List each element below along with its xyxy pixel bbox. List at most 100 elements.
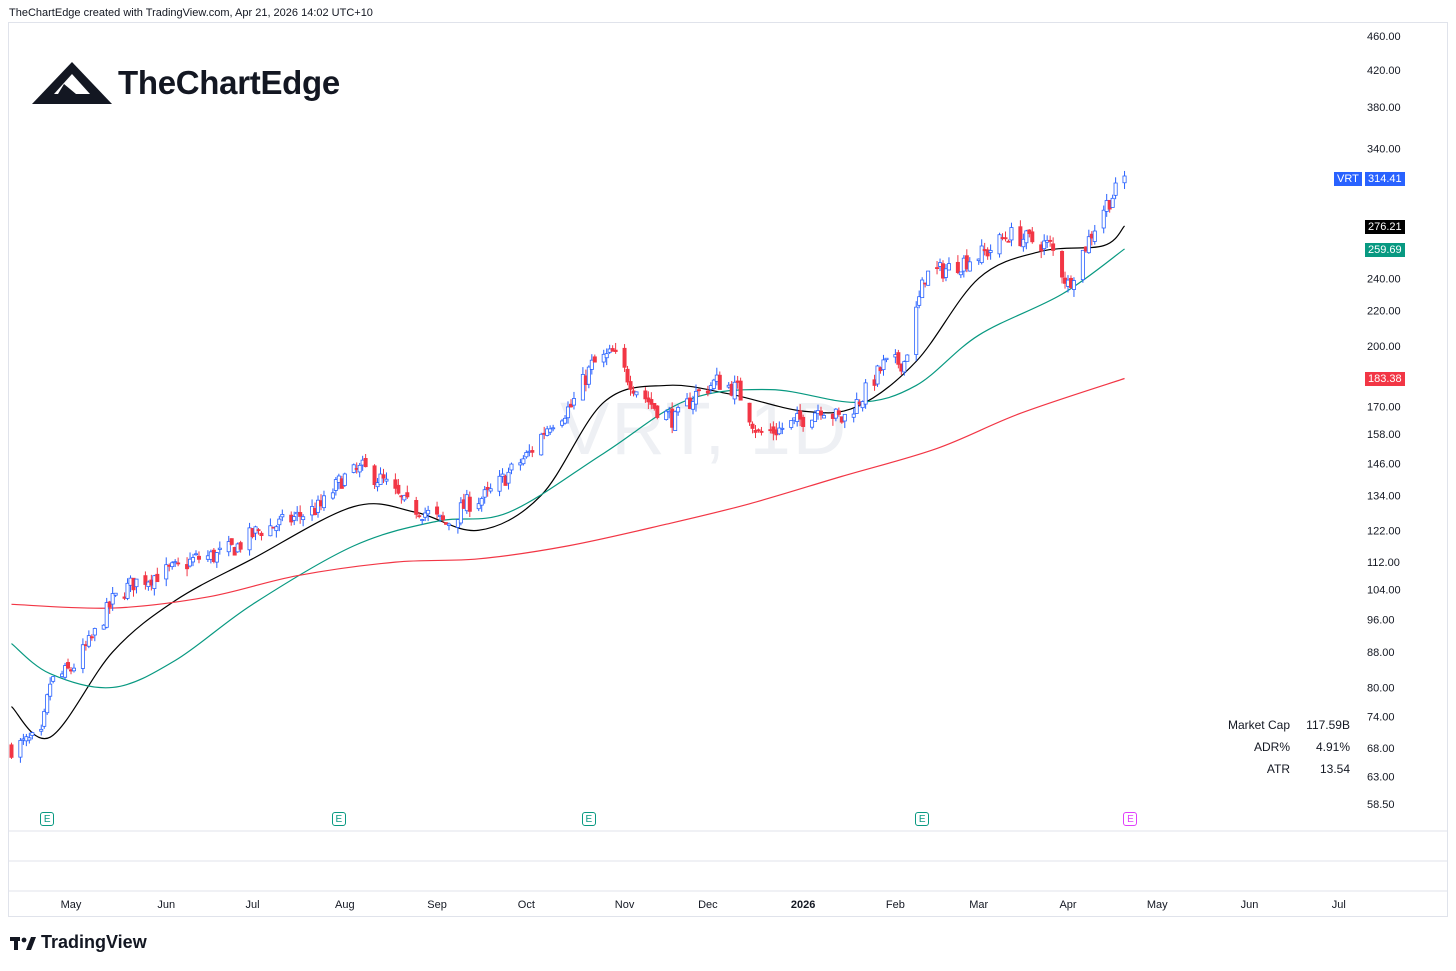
candle-down — [655, 405, 660, 418]
candle-up — [566, 406, 571, 419]
candle-down — [1003, 237, 1008, 240]
candle-up — [854, 399, 859, 414]
upcoming-earnings-marker[interactable]: E — [1123, 812, 1138, 826]
candle-down — [753, 429, 758, 433]
candle-down — [818, 410, 823, 416]
ma-slow-line — [11, 377, 1125, 609]
logo-text: TheChartEdge — [118, 64, 340, 101]
ma-fast-price-label: 276.21 — [1365, 220, 1405, 234]
candle-up — [292, 516, 297, 521]
candle-down — [414, 500, 419, 515]
candle-down — [836, 410, 841, 415]
candle-down — [705, 390, 710, 394]
thechartedge-logo: TheChartEdge — [32, 60, 340, 106]
candle-up — [664, 410, 669, 420]
earnings-marker[interactable]: E — [40, 812, 55, 826]
candle-down — [530, 450, 535, 453]
candle-up — [732, 381, 737, 400]
candle-up — [42, 711, 47, 727]
price-tick-label: 240.00 — [1367, 273, 1401, 285]
candle-up — [173, 561, 178, 564]
candle-down — [747, 402, 752, 423]
candle-up — [226, 541, 231, 553]
candle-down — [798, 410, 803, 420]
candle-down — [396, 484, 401, 494]
candle-up — [423, 512, 428, 518]
candle-up — [342, 473, 347, 486]
time-axis: May Jun Jul Aug Sep Oct Nov Dec 2026 Feb Mar Apr May… — [61, 899, 1346, 911]
price-tick-label: 158.00 — [1367, 429, 1401, 441]
candle-up — [446, 523, 451, 526]
candle-up — [1113, 182, 1118, 196]
candle-up — [1122, 175, 1127, 184]
candle-down — [185, 564, 190, 570]
tradingview-brand: TradingView — [41, 932, 147, 952]
candle-up — [1071, 280, 1076, 290]
candle-up — [902, 361, 907, 373]
price-tick-label: 380.00 — [1367, 102, 1401, 114]
candle-up — [571, 398, 576, 406]
candle-up — [842, 413, 847, 422]
candle-down — [238, 542, 243, 550]
time-tick-label: Jun — [1241, 899, 1259, 911]
stats-row: Market Cap 117.59B — [1222, 714, 1350, 736]
candle-up — [277, 518, 282, 526]
price-tick-label: 220.00 — [1367, 306, 1401, 318]
candle-up — [1042, 240, 1047, 250]
candle-down — [625, 368, 630, 383]
candle-down — [1048, 239, 1053, 242]
candle-up — [920, 279, 925, 299]
candle-up — [884, 357, 889, 361]
candle-up — [693, 390, 698, 405]
earnings-marker[interactable]: E — [331, 812, 346, 826]
price-tick-label: 74.00 — [1367, 711, 1395, 723]
candle-up — [563, 417, 568, 424]
candle-up — [274, 526, 279, 532]
candle-down — [643, 390, 648, 400]
candle-down — [801, 416, 806, 427]
time-tick-label: Jul — [246, 899, 260, 911]
candle-up — [539, 433, 544, 456]
price-tick-label: 134.00 — [1367, 490, 1401, 502]
stats-table: Market Cap 117.59B ADR% 4.91% ATR 13.54 — [1222, 714, 1350, 780]
chart-attribution: TheChartEdge created with TradingView.co… — [9, 7, 373, 19]
candle-down — [613, 349, 618, 352]
candle-down — [196, 555, 201, 560]
stats-label: ADR% — [1253, 740, 1290, 754]
candles — [9, 170, 1127, 763]
candle-up — [634, 391, 639, 396]
candle-up — [113, 592, 118, 596]
candle-down — [568, 403, 573, 408]
earnings-marker[interactable]: E — [915, 812, 930, 826]
candle-up — [321, 495, 326, 509]
candle-down — [143, 575, 148, 585]
price-tick-label: 340.00 — [1367, 144, 1401, 156]
candle-up — [711, 379, 716, 389]
candle-up — [301, 516, 306, 521]
time-tick-label: Sep — [427, 899, 447, 911]
candle-up — [134, 578, 139, 588]
earnings-marker[interactable]: E — [581, 812, 596, 826]
candle-down — [176, 562, 181, 565]
candle-up — [488, 488, 493, 492]
price-tick-label: 104.00 — [1367, 585, 1401, 597]
tradingview-logo: TradingView — [10, 932, 147, 953]
candle-up — [863, 382, 868, 405]
candle-up — [604, 353, 609, 359]
candle-up — [946, 263, 951, 271]
candle-up — [27, 737, 32, 741]
candle-up — [455, 519, 460, 528]
candle-up — [378, 473, 383, 485]
candle-up — [580, 374, 585, 401]
candle-up — [500, 473, 505, 477]
candle-down — [1051, 243, 1056, 251]
candle-down — [1060, 250, 1065, 278]
candle-up — [780, 427, 785, 430]
candle-up — [18, 740, 23, 758]
ma-slow-price-label: 183.38 — [1365, 372, 1405, 386]
candle-down — [628, 381, 633, 390]
candle-down — [467, 496, 472, 512]
time-tick-label: Aug — [335, 899, 355, 911]
candle-up — [330, 492, 335, 499]
